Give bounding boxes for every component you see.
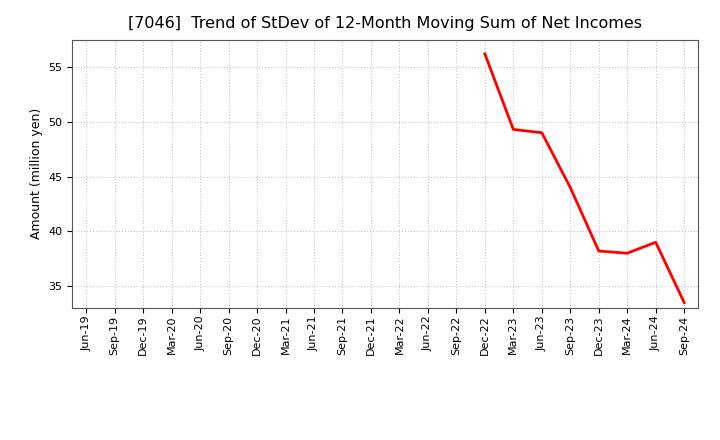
Y-axis label: Amount (million yen): Amount (million yen) [30,108,42,239]
3 Years [509,127,518,132]
3 Years [480,51,489,56]
3 Years [595,249,603,254]
Title: [7046]  Trend of StDev of 12-Month Moving Sum of Net Incomes: [7046] Trend of StDev of 12-Month Moving… [128,16,642,32]
Line: 3 Years: 3 Years [485,54,684,303]
3 Years [652,240,660,245]
3 Years [623,251,631,256]
3 Years [680,300,688,305]
3 Years [537,130,546,136]
3 Years [566,185,575,190]
